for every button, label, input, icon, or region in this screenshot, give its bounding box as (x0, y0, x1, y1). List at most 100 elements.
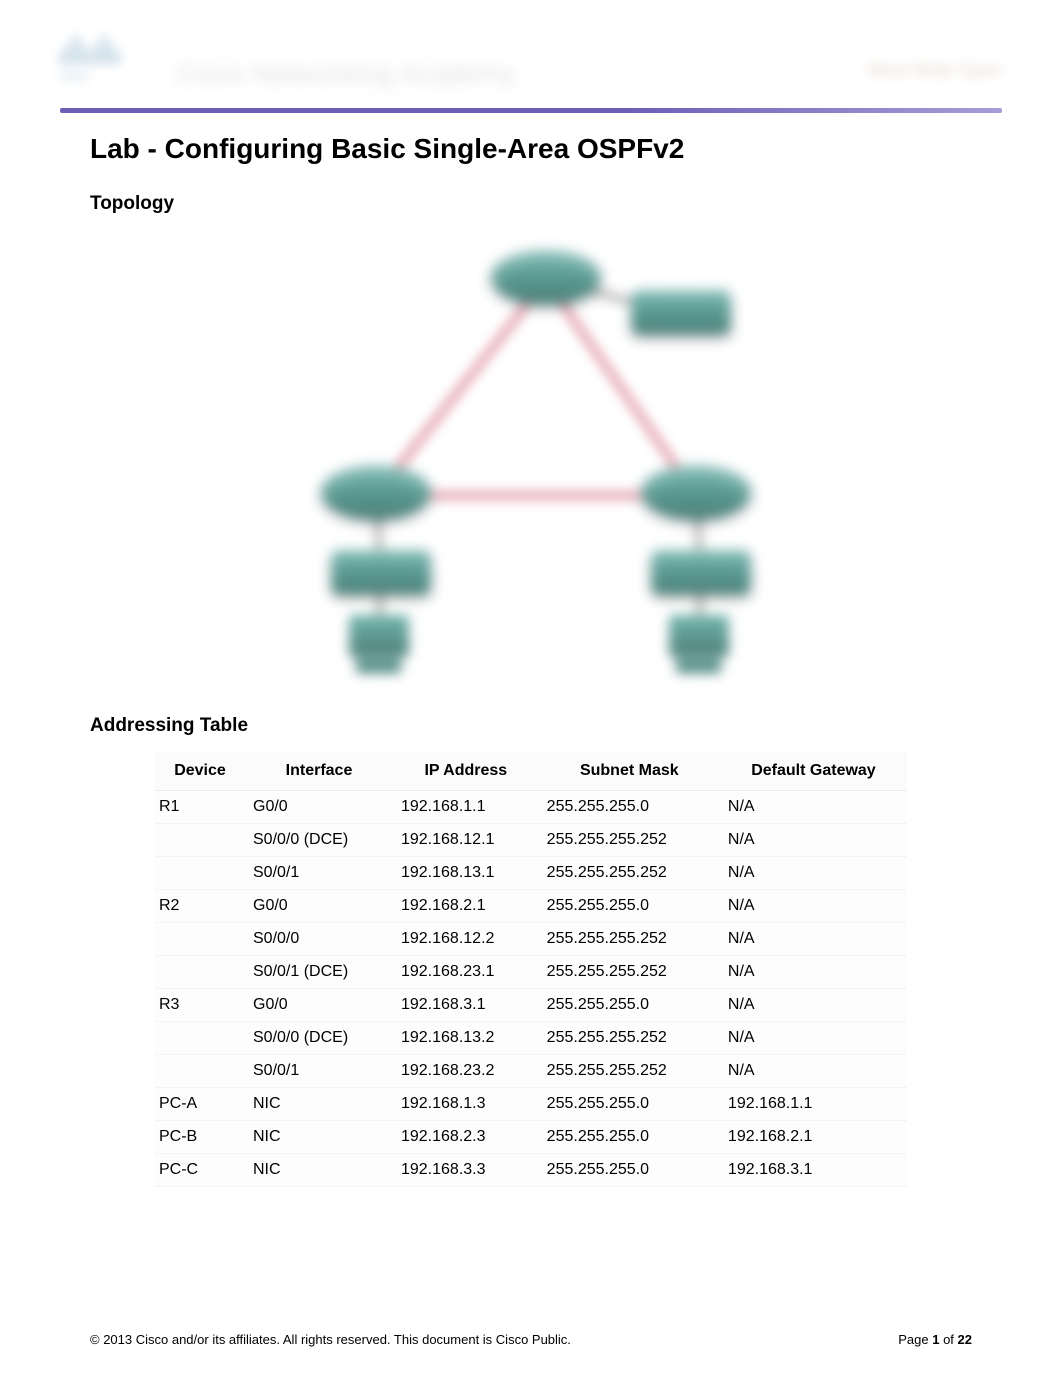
table-row: S0/0/0 (DCE)192.168.13.2255.255.255.252N… (155, 1022, 907, 1055)
pc-icon (666, 615, 731, 675)
table-cell: NIC (245, 1121, 393, 1154)
copyright-text: © 2013 Cisco and/or its affiliates. All … (90, 1332, 571, 1347)
switch-icon (331, 550, 431, 595)
addressing-table: DeviceInterfaceIP AddressSubnet MaskDefa… (155, 752, 907, 1187)
table-row: S0/0/1192.168.13.1255.255.255.252N/A (155, 857, 907, 890)
table-header-cell: Subnet Mask (539, 752, 720, 791)
table-cell (155, 923, 245, 956)
table-cell: 255.255.255.252 (539, 956, 720, 989)
table-cell: 255.255.255.252 (539, 1055, 720, 1088)
table-cell (155, 1022, 245, 1055)
table-cell: 255.255.255.252 (539, 824, 720, 857)
table-row: R2G0/0192.168.2.1255.255.255.0N/A (155, 890, 907, 923)
network-link (374, 278, 548, 496)
table-cell: 192.168.1.3 (393, 1088, 539, 1121)
table-cell: R1 (155, 791, 245, 824)
table-cell: 192.168.3.1 (393, 989, 539, 1022)
table-cell: 192.168.1.1 (393, 791, 539, 824)
table-cell: N/A (720, 923, 907, 956)
table-cell: 192.168.3.1 (720, 1154, 907, 1187)
header: cisco Cisco Networking Academy Mind Wide… (60, 30, 1002, 100)
table-cell: S0/0/1 (245, 857, 393, 890)
table-cell: G0/0 (245, 989, 393, 1022)
table-cell: N/A (720, 791, 907, 824)
table-header-cell: Default Gateway (720, 752, 907, 791)
table-cell: 192.168.12.2 (393, 923, 539, 956)
table-cell: 255.255.255.0 (539, 1088, 720, 1121)
table-header-cell: Interface (245, 752, 393, 791)
academy-title: Cisco Networking Academy (175, 58, 516, 90)
table-row: PC-CNIC192.168.3.3255.255.255.0192.168.3… (155, 1154, 907, 1187)
router-icon (491, 250, 601, 305)
table-cell: S0/0/1 (245, 1055, 393, 1088)
table-cell: N/A (720, 989, 907, 1022)
table-cell: PC-A (155, 1088, 245, 1121)
table-cell: S0/0/1 (DCE) (245, 956, 393, 989)
table-cell: 255.255.255.0 (539, 791, 720, 824)
table-cell (155, 956, 245, 989)
table-cell: PC-B (155, 1121, 245, 1154)
table-cell: 192.168.1.1 (720, 1088, 907, 1121)
table-cell (155, 1055, 245, 1088)
table-row: S0/0/1192.168.23.2255.255.255.252N/A (155, 1055, 907, 1088)
topology-diagram (90, 230, 972, 690)
table-cell (155, 857, 245, 890)
table-header-cell: Device (155, 752, 245, 791)
table-cell: 192.168.2.1 (393, 890, 539, 923)
table-cell: N/A (720, 1022, 907, 1055)
table-cell: 255.255.255.0 (539, 1121, 720, 1154)
table-row: PC-BNIC192.168.2.3255.255.255.0192.168.2… (155, 1121, 907, 1154)
topology-heading: Topology (90, 193, 972, 215)
table-cell: S0/0/0 (DCE) (245, 1022, 393, 1055)
table-cell: 192.168.23.1 (393, 956, 539, 989)
tagline: Mind Wide Open (868, 60, 1002, 81)
router-icon (641, 465, 751, 520)
header-divider (60, 108, 1002, 113)
table-cell: 192.168.12.1 (393, 824, 539, 857)
table-cell: 192.168.13.1 (393, 857, 539, 890)
table-row: S0/0/0192.168.12.2255.255.255.252N/A (155, 923, 907, 956)
table-cell (155, 824, 245, 857)
table-cell: PC-C (155, 1154, 245, 1187)
switch-icon (651, 550, 751, 595)
table-cell: R3 (155, 989, 245, 1022)
table-cell: 255.255.255.0 (539, 1154, 720, 1187)
logo-text: cisco (60, 70, 155, 82)
table-cell: N/A (720, 890, 907, 923)
table-cell: NIC (245, 1154, 393, 1187)
table-cell: G0/0 (245, 791, 393, 824)
table-row: R3G0/0192.168.3.1255.255.255.0N/A (155, 989, 907, 1022)
table-cell: 255.255.255.0 (539, 890, 720, 923)
table-cell: G0/0 (245, 890, 393, 923)
table-cell: 255.255.255.252 (539, 857, 720, 890)
table-cell: N/A (720, 956, 907, 989)
table-cell: 255.255.255.252 (539, 923, 720, 956)
table-row: S0/0/0 (DCE)192.168.12.1255.255.255.252N… (155, 824, 907, 857)
table-cell: N/A (720, 824, 907, 857)
pc-icon (346, 615, 411, 675)
table-cell: 192.168.3.3 (393, 1154, 539, 1187)
table-cell: 192.168.2.3 (393, 1121, 539, 1154)
table-cell: S0/0/0 (245, 923, 393, 956)
page-title: Lab - Configuring Basic Single-Area OSPF… (90, 133, 972, 165)
table-cell: 192.168.2.1 (720, 1121, 907, 1154)
table-cell: 255.255.255.0 (539, 989, 720, 1022)
table-row: PC-ANIC192.168.1.3255.255.255.0192.168.1… (155, 1088, 907, 1121)
cisco-logo: cisco (60, 30, 155, 90)
table-cell: N/A (720, 1055, 907, 1088)
router-icon (321, 465, 431, 520)
table-cell: R2 (155, 890, 245, 923)
table-header-cell: IP Address (393, 752, 539, 791)
table-cell: S0/0/0 (DCE) (245, 824, 393, 857)
addressing-heading: Addressing Table (90, 715, 972, 737)
page-number: Page 1 of 22 (898, 1332, 972, 1347)
table-row: R1G0/0192.168.1.1255.255.255.0N/A (155, 791, 907, 824)
table-cell: 192.168.23.2 (393, 1055, 539, 1088)
table-cell: N/A (720, 857, 907, 890)
table-cell: 255.255.255.252 (539, 1022, 720, 1055)
table-cell: 192.168.13.2 (393, 1022, 539, 1055)
switch-icon (631, 290, 731, 335)
table-row: S0/0/1 (DCE)192.168.23.1255.255.255.252N… (155, 956, 907, 989)
table-cell: NIC (245, 1088, 393, 1121)
footer: © 2013 Cisco and/or its affiliates. All … (90, 1332, 972, 1347)
